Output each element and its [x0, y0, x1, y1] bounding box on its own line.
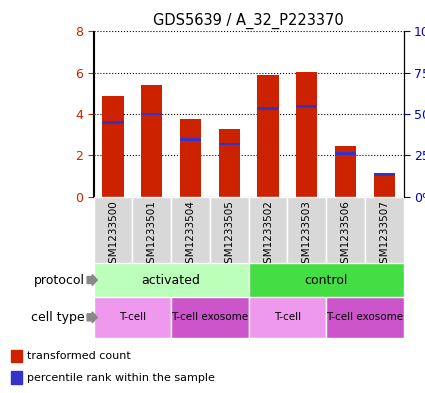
- Bar: [296, 72, 317, 196]
- Bar: [326, 297, 404, 338]
- Bar: [11, 371, 23, 384]
- Bar: [249, 196, 287, 263]
- Text: GSM1233505: GSM1233505: [224, 200, 234, 270]
- Bar: [180, 119, 201, 196]
- Text: T-cell: T-cell: [119, 312, 146, 322]
- Text: control: control: [304, 274, 348, 286]
- Bar: [11, 350, 23, 362]
- Text: GSM1233507: GSM1233507: [380, 200, 389, 270]
- Bar: [171, 196, 210, 263]
- Bar: [102, 96, 124, 196]
- Text: protocol: protocol: [34, 274, 85, 286]
- Bar: [296, 105, 317, 108]
- Bar: [94, 297, 171, 338]
- Text: T-cell exosome: T-cell exosome: [326, 312, 403, 322]
- Bar: [374, 175, 395, 196]
- Bar: [374, 173, 395, 176]
- Bar: [249, 263, 404, 297]
- Bar: [218, 129, 240, 196]
- Text: activated: activated: [142, 274, 201, 286]
- Text: cell type: cell type: [31, 311, 85, 324]
- Text: GSM1233506: GSM1233506: [340, 200, 351, 270]
- Bar: [365, 196, 404, 263]
- Bar: [141, 85, 162, 196]
- Text: GSM1233500: GSM1233500: [108, 200, 118, 270]
- Text: T-cell: T-cell: [274, 312, 301, 322]
- Bar: [94, 263, 249, 297]
- Bar: [132, 196, 171, 263]
- Bar: [171, 297, 249, 338]
- Bar: [258, 107, 279, 110]
- Bar: [326, 196, 365, 263]
- Bar: [335, 152, 356, 154]
- Bar: [141, 113, 162, 115]
- Text: GSM1233504: GSM1233504: [185, 200, 196, 270]
- Text: transformed count: transformed count: [27, 351, 131, 361]
- Bar: [210, 196, 249, 263]
- Text: GSM1233502: GSM1233502: [263, 200, 273, 270]
- Bar: [335, 146, 356, 196]
- Bar: [249, 297, 326, 338]
- Text: GSM1233501: GSM1233501: [147, 200, 157, 270]
- Text: percentile rank within the sample: percentile rank within the sample: [27, 373, 215, 383]
- Bar: [258, 75, 279, 196]
- Bar: [287, 196, 326, 263]
- Text: GSM1233503: GSM1233503: [302, 200, 312, 270]
- Bar: [180, 138, 201, 141]
- Bar: [218, 143, 240, 145]
- Text: T-cell exosome: T-cell exosome: [171, 312, 248, 322]
- Bar: [94, 196, 132, 263]
- Bar: [102, 121, 124, 123]
- Title: GDS5639 / A_32_P223370: GDS5639 / A_32_P223370: [153, 13, 344, 29]
